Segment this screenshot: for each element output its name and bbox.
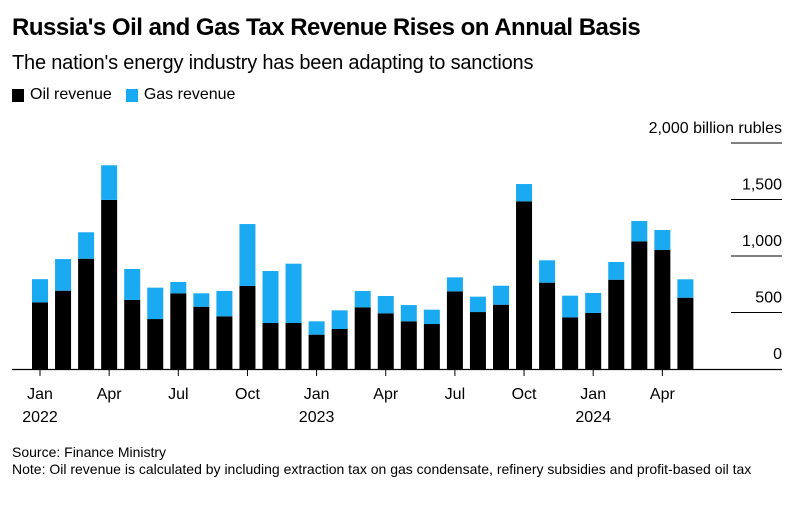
source-note: Source: Finance Ministry <box>12 444 167 460</box>
bar-gas <box>124 268 141 300</box>
bar-oil <box>585 312 602 369</box>
bar-gas <box>354 291 371 308</box>
bar-gas <box>78 232 95 259</box>
x-tick-label: Apr <box>373 386 399 403</box>
x-tick-label: Oct <box>512 386 537 403</box>
x-tick-label: Jan <box>580 386 606 403</box>
bars <box>32 165 694 369</box>
y-tick-label: 2,000 billion rubles <box>649 120 782 137</box>
legend-item-oil: Oil revenue <box>12 86 112 104</box>
bar-oil <box>423 324 440 369</box>
bar-gas <box>170 281 187 294</box>
bar-oil <box>354 307 371 369</box>
bar-oil <box>631 241 648 369</box>
bar-oil <box>55 290 72 369</box>
x-axis: Jan 2022 Apr Jul Oct Jan 2023 Apr Jul Oct Jan 2024 A… <box>12 368 782 426</box>
bar-oil <box>608 279 625 369</box>
bar-gas <box>400 305 417 322</box>
bar-oil <box>262 323 279 369</box>
bar-oil <box>216 316 233 369</box>
bar-gas <box>147 287 164 320</box>
methodology-note: Note: Oil revenue is calculated by inclu… <box>12 461 752 477</box>
bar-gas <box>493 285 509 305</box>
x-tick-label: Jan <box>27 386 53 403</box>
y-tick-label: 1,000 <box>742 233 782 250</box>
bar-oil <box>400 321 417 369</box>
bar-oil <box>654 250 671 369</box>
bar-oil <box>539 282 556 369</box>
bar-oil <box>331 328 348 369</box>
x-tick-label: Jul <box>445 386 465 403</box>
x-tick-label: Apr <box>97 386 123 403</box>
bar-oil <box>239 285 256 369</box>
bar-oil <box>193 306 210 369</box>
bar-gas <box>193 293 210 307</box>
legend-swatch-oil <box>12 88 24 102</box>
bar-gas <box>216 291 233 317</box>
bar-oil <box>469 312 486 369</box>
y-tick-label: 500 <box>755 290 782 307</box>
bar-gas <box>631 220 648 242</box>
x-tick-label: Jul <box>168 386 188 403</box>
gridlines: 0 500 1,000 1,500 2,000 billion rubles <box>649 120 783 363</box>
bar-oil <box>32 302 48 369</box>
x-year-label: 2024 <box>575 409 611 426</box>
bar-oil <box>677 297 694 369</box>
bar-gas <box>285 263 302 324</box>
x-tick-label: Apr <box>650 386 676 403</box>
legend-swatch-gas <box>125 88 138 102</box>
bar-gas <box>55 259 72 291</box>
y-tick-label: 1,500 <box>742 177 782 194</box>
bar-gas <box>308 321 325 335</box>
bar-oil <box>101 199 118 369</box>
bar-oil <box>124 299 141 369</box>
bar-oil <box>147 319 164 369</box>
footer: Source: Finance Ministry Note: Oil reven… <box>12 444 802 478</box>
chart-title: Russia's Oil and Gas Tax Revenue Rises o… <box>12 14 641 41</box>
bar-oil <box>446 291 463 369</box>
bar-gas <box>608 261 625 280</box>
bar-oil <box>562 317 579 369</box>
bar-oil <box>377 313 394 369</box>
bar-gas <box>562 295 579 318</box>
legend: Oil revenue Gas revenue <box>12 86 235 104</box>
bar-gas <box>677 279 694 298</box>
bar-gas <box>101 165 118 200</box>
legend-label-gas: Gas revenue <box>143 86 236 103</box>
bar-oil <box>170 293 187 369</box>
x-tick-label: Jan <box>304 386 330 403</box>
bar-oil <box>308 334 325 369</box>
bar-gas <box>331 310 348 329</box>
bar-gas <box>423 309 440 325</box>
bar-oil <box>493 304 509 369</box>
bar-gas <box>239 224 256 286</box>
x-tick-label: Oct <box>235 386 260 403</box>
bar-gas <box>654 230 671 251</box>
chart-subtitle: The nation's energy industry has been ad… <box>12 52 534 74</box>
legend-label-oil: Oil revenue <box>30 86 112 103</box>
bar-gas <box>539 260 556 283</box>
y-tick-label: 0 <box>773 346 782 363</box>
bar-oil <box>285 323 302 369</box>
bar-gas <box>469 296 486 313</box>
bar-gas <box>262 271 279 324</box>
x-year-label: 2023 <box>299 409 335 426</box>
bar-oil <box>516 201 533 369</box>
x-year-label: 2022 <box>22 409 58 426</box>
bar-gas <box>32 279 48 303</box>
bar-gas <box>516 184 533 202</box>
bar-gas <box>377 296 394 314</box>
bar-gas <box>585 292 602 313</box>
legend-item-gas: Gas revenue <box>125 86 236 104</box>
stacked-bar-chart: 0 500 1,000 1,500 2,000 billion rubles Jan 20… <box>12 120 783 426</box>
bar-oil <box>78 258 95 369</box>
bar-gas <box>446 277 463 292</box>
